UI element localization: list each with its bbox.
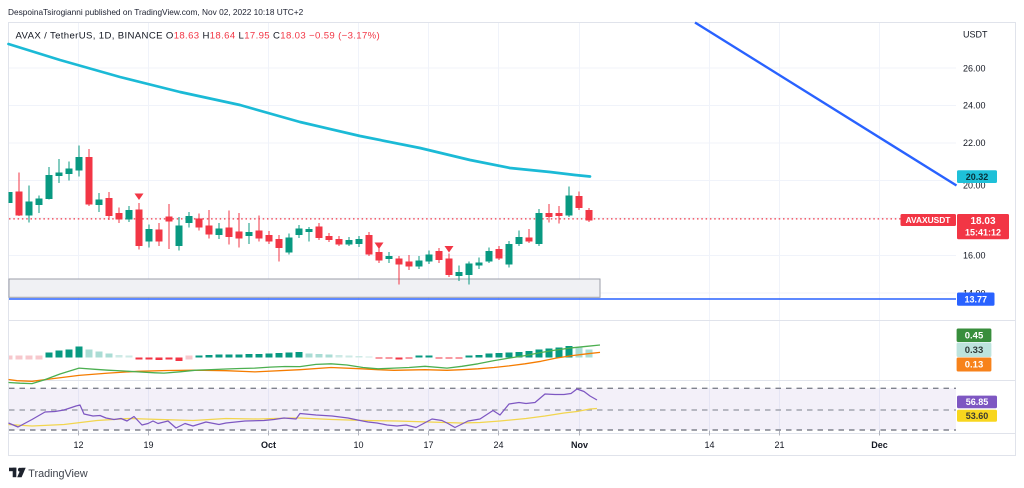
svg-text:21: 21 xyxy=(774,440,784,450)
svg-text:DespoinaTsirogianni published: DespoinaTsirogianni published on Trading… xyxy=(8,7,304,17)
svg-text:20.00: 20.00 xyxy=(963,181,986,191)
svg-text:16.00: 16.00 xyxy=(963,251,986,261)
svg-text:56.85: 56.85 xyxy=(966,397,989,407)
svg-text:USDT: USDT xyxy=(963,30,988,40)
svg-text:13.77: 13.77 xyxy=(964,294,987,304)
svg-text:15:41:12: 15:41:12 xyxy=(965,228,1001,238)
svg-text:18.03: 18.03 xyxy=(970,216,995,227)
svg-text:22.00: 22.00 xyxy=(963,138,986,148)
svg-text:AVAXUSDT: AVAXUSDT xyxy=(906,215,952,225)
svg-text:AVAX / TetherUS, 1D, BINANCE: AVAX / TetherUS, 1D, BINANCE O18.63 H18.… xyxy=(16,31,381,42)
svg-text:10: 10 xyxy=(353,440,363,450)
svg-text:Dec: Dec xyxy=(871,440,888,450)
svg-text:24: 24 xyxy=(493,440,503,450)
svg-text:20.32: 20.32 xyxy=(966,172,989,182)
svg-text:12: 12 xyxy=(73,440,83,450)
svg-text:24.00: 24.00 xyxy=(963,101,986,111)
svg-text:53.60: 53.60 xyxy=(966,411,989,421)
svg-text:17: 17 xyxy=(423,440,433,450)
svg-text:TradingView: TradingView xyxy=(28,468,88,480)
svg-text:19: 19 xyxy=(143,440,153,450)
svg-text:14: 14 xyxy=(704,440,714,450)
svg-text:0.13: 0.13 xyxy=(965,360,984,371)
svg-text:0.45: 0.45 xyxy=(965,330,984,341)
svg-text:Nov: Nov xyxy=(571,440,588,450)
svg-text:0.33: 0.33 xyxy=(965,345,984,356)
svg-text:Oct: Oct xyxy=(261,440,276,450)
svg-text:26.00: 26.00 xyxy=(963,64,986,74)
